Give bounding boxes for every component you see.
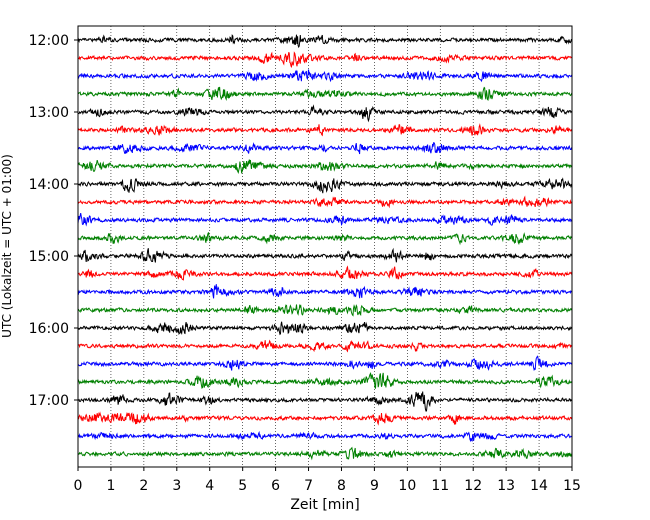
x-tick-label: 5 — [238, 478, 247, 494]
x-tick-label: 0 — [74, 478, 83, 494]
y-axis-label: UTC (Lokalzeit = UTC + 01:00) — [0, 154, 14, 338]
trace-line — [77, 284, 573, 299]
x-tick-label: 14 — [530, 478, 548, 494]
trace-line — [78, 355, 573, 372]
trace-line — [77, 321, 573, 336]
x-tick-label: 6 — [271, 478, 280, 494]
x-tick-label: 9 — [370, 478, 379, 494]
y-tick-label: 13:00 — [29, 105, 69, 121]
trace-line — [77, 123, 573, 137]
x-tick-label: 2 — [139, 478, 148, 494]
y-tick-label: 16:00 — [29, 321, 69, 337]
x-tick-label: 13 — [497, 478, 515, 494]
x-tick-label: 7 — [304, 478, 313, 494]
trace-line — [77, 86, 573, 101]
y-tick-label: 15:00 — [29, 249, 69, 265]
trace-line — [77, 391, 573, 412]
y-tick-label: 14:00 — [29, 177, 69, 193]
trace-line — [77, 34, 573, 49]
y-tick-label: 12:00 — [29, 33, 69, 49]
trace-line — [77, 69, 573, 83]
x-tick-label: 8 — [337, 478, 346, 494]
trace-line — [77, 51, 573, 69]
x-tick-label: 12 — [464, 478, 482, 494]
trace-line — [77, 142, 573, 155]
trace-line — [77, 195, 573, 209]
trace-line — [77, 247, 573, 263]
trace-line — [77, 212, 573, 227]
y-axis: 12:00 13:00 14:00 15:00 16:00 17:00 — [29, 33, 78, 409]
trace-line — [77, 411, 573, 426]
x-tick-label: 15 — [563, 478, 581, 494]
x-tick-label: 10 — [398, 478, 416, 494]
x-tick-label: 1 — [106, 478, 115, 494]
trace-line — [77, 265, 573, 281]
trace-line — [77, 430, 573, 443]
x-tick-label: 3 — [172, 478, 181, 494]
trace-line — [77, 159, 573, 175]
trace-line — [77, 304, 573, 317]
trace-line — [77, 231, 572, 246]
trace-line — [77, 339, 573, 353]
y-tick-label: 17:00 — [29, 393, 69, 409]
plot-background — [78, 26, 572, 467]
trace-group — [77, 34, 573, 461]
x-axis-label: Zeit [min] — [290, 497, 359, 513]
trace-line — [77, 104, 573, 123]
trace-line — [77, 371, 573, 390]
trace-line — [77, 446, 573, 461]
x-axis: 0 1 2 3 4 5 6 7 8 9 10 11 12 13 14 15 — [74, 467, 581, 494]
x-tick-label: 4 — [205, 478, 214, 494]
plot-frame — [77, 25, 573, 468]
trace-line — [77, 177, 573, 194]
x-tick-label: 11 — [431, 478, 449, 494]
